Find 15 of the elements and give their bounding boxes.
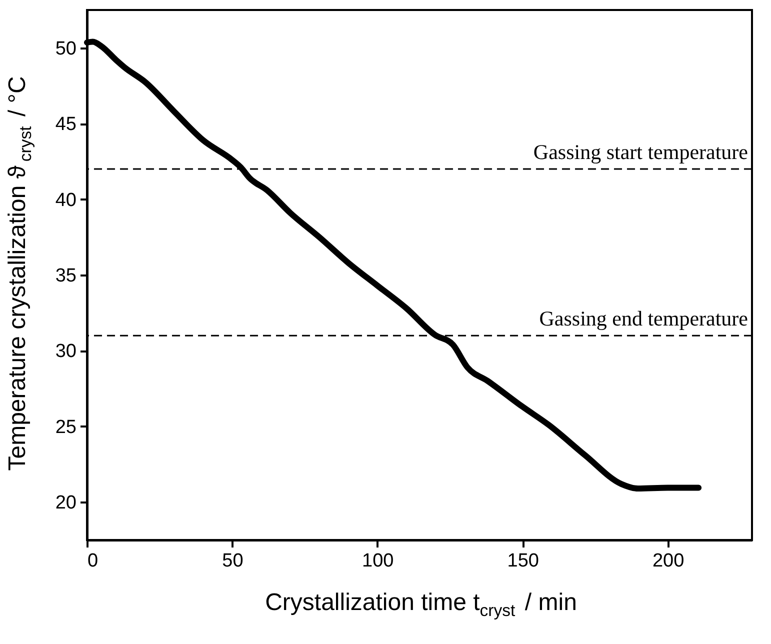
x-tick-label: 0 xyxy=(88,550,98,572)
y-tick-label: 20 xyxy=(55,492,76,514)
y-tick-label: 50 xyxy=(55,38,76,60)
y-tick-label: 45 xyxy=(55,114,76,136)
ref-line-label: Gassing end temperature xyxy=(539,306,748,331)
x-tick-label: 200 xyxy=(652,550,684,572)
y-tick-label: 30 xyxy=(55,341,76,362)
y-tick-label: 25 xyxy=(55,416,76,438)
y-tick-label: 35 xyxy=(55,266,76,286)
ref-line-label: Gassing start temperature xyxy=(533,140,748,164)
x-tick-label: 100 xyxy=(362,550,394,572)
x-tick-label: 50 xyxy=(222,550,244,572)
y-tick-label: 40 xyxy=(55,190,76,211)
x-tick-label: 150 xyxy=(507,550,539,572)
y-axis-title: Temperature crystallization ϑcryst / °C xyxy=(4,76,35,471)
